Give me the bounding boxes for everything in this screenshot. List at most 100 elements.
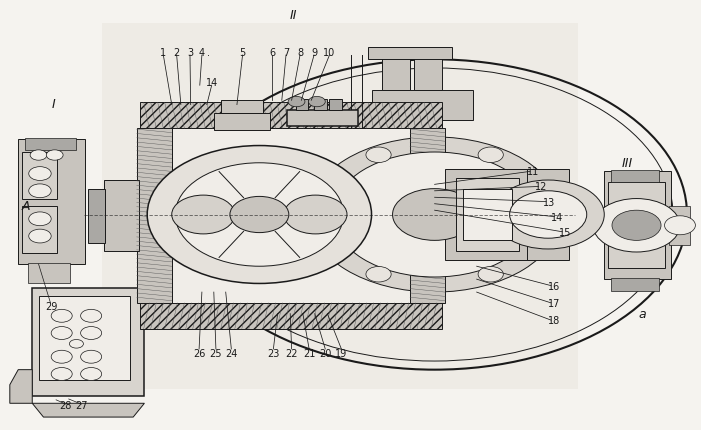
Text: .: . [207, 47, 210, 58]
Text: 10: 10 [323, 47, 336, 58]
FancyBboxPatch shape [372, 90, 473, 120]
Text: 25: 25 [210, 348, 222, 359]
Text: 28: 28 [60, 400, 72, 410]
Text: 4: 4 [199, 47, 205, 58]
FancyBboxPatch shape [287, 111, 358, 127]
Text: 16: 16 [547, 281, 560, 291]
Circle shape [29, 167, 51, 181]
Text: 23: 23 [267, 348, 280, 359]
FancyBboxPatch shape [22, 206, 57, 254]
FancyBboxPatch shape [368, 48, 452, 60]
Text: 1: 1 [161, 47, 166, 58]
FancyBboxPatch shape [669, 206, 690, 245]
Text: 14: 14 [205, 77, 218, 88]
Circle shape [593, 199, 680, 252]
Circle shape [393, 189, 477, 241]
Polygon shape [10, 370, 32, 403]
Circle shape [230, 197, 289, 233]
FancyBboxPatch shape [137, 129, 172, 303]
Text: 26: 26 [193, 348, 205, 359]
Circle shape [147, 146, 372, 284]
Circle shape [492, 181, 604, 249]
Text: 3: 3 [187, 47, 193, 58]
Text: 9: 9 [311, 47, 317, 58]
Text: 8: 8 [297, 47, 303, 58]
Text: II: II [290, 9, 297, 22]
Text: 19: 19 [335, 348, 348, 359]
Circle shape [612, 211, 661, 241]
Text: 22: 22 [285, 348, 298, 359]
FancyBboxPatch shape [456, 178, 519, 252]
Text: 20: 20 [319, 348, 332, 359]
FancyBboxPatch shape [18, 140, 85, 264]
FancyBboxPatch shape [314, 100, 327, 111]
Text: 11: 11 [526, 167, 539, 177]
Circle shape [51, 310, 72, 322]
Circle shape [46, 150, 63, 161]
Circle shape [69, 340, 83, 348]
Circle shape [310, 207, 335, 223]
FancyBboxPatch shape [172, 129, 410, 303]
Text: A: A [22, 200, 30, 213]
FancyBboxPatch shape [296, 100, 308, 111]
Text: 2: 2 [174, 47, 179, 58]
Circle shape [288, 97, 305, 108]
Text: 29: 29 [45, 301, 57, 311]
Circle shape [366, 267, 391, 283]
FancyBboxPatch shape [414, 52, 442, 90]
Text: 24: 24 [225, 348, 238, 359]
FancyBboxPatch shape [221, 101, 263, 114]
FancyBboxPatch shape [329, 100, 342, 111]
Text: 18: 18 [547, 315, 560, 326]
FancyBboxPatch shape [410, 129, 445, 303]
Circle shape [478, 147, 503, 163]
FancyBboxPatch shape [611, 279, 659, 292]
FancyBboxPatch shape [22, 153, 57, 200]
Text: 27: 27 [75, 400, 88, 410]
FancyBboxPatch shape [25, 138, 76, 150]
Text: 21: 21 [303, 348, 315, 359]
Circle shape [333, 153, 536, 277]
FancyBboxPatch shape [102, 24, 578, 389]
FancyBboxPatch shape [445, 170, 529, 260]
FancyBboxPatch shape [28, 263, 70, 284]
Circle shape [29, 230, 51, 243]
Circle shape [510, 191, 587, 239]
Circle shape [81, 310, 102, 322]
Circle shape [308, 97, 325, 108]
Circle shape [81, 368, 102, 381]
FancyBboxPatch shape [39, 297, 130, 381]
Text: III: III [622, 157, 633, 170]
FancyBboxPatch shape [463, 189, 512, 241]
FancyBboxPatch shape [214, 114, 270, 131]
FancyBboxPatch shape [604, 172, 671, 280]
Text: I: I [51, 98, 55, 111]
Circle shape [29, 184, 51, 198]
Text: 13: 13 [543, 197, 555, 207]
Text: 17: 17 [547, 298, 560, 308]
Text: 12: 12 [535, 182, 547, 192]
FancyBboxPatch shape [140, 103, 442, 129]
FancyBboxPatch shape [611, 171, 659, 183]
FancyBboxPatch shape [104, 181, 139, 252]
Text: 14: 14 [551, 212, 564, 222]
FancyBboxPatch shape [140, 303, 442, 329]
Circle shape [81, 327, 102, 340]
Text: a: a [639, 307, 646, 320]
Text: 15: 15 [559, 227, 571, 237]
Circle shape [51, 350, 72, 363]
Text: 6: 6 [269, 47, 275, 58]
FancyBboxPatch shape [32, 288, 144, 396]
Circle shape [30, 150, 47, 161]
Polygon shape [32, 403, 144, 417]
Circle shape [308, 138, 561, 292]
Circle shape [175, 163, 343, 267]
Circle shape [81, 350, 102, 363]
Circle shape [172, 196, 235, 234]
FancyBboxPatch shape [527, 170, 569, 260]
Circle shape [478, 267, 503, 283]
Circle shape [284, 196, 347, 234]
Circle shape [665, 216, 695, 235]
Circle shape [29, 212, 51, 226]
Circle shape [51, 368, 72, 381]
